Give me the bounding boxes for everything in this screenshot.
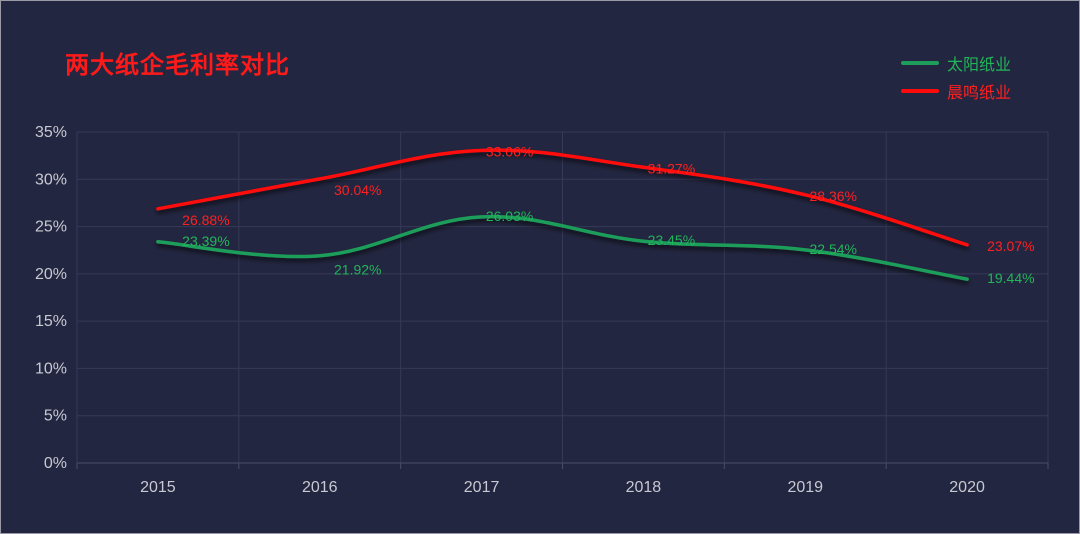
- data-label: 26.88%: [182, 212, 229, 228]
- series-line-1: [156, 148, 969, 247]
- y-tick-label: 35%: [35, 124, 67, 141]
- data-label: 33.06%: [486, 143, 533, 159]
- legend-item-taiyang[interactable]: 太阳纸业: [901, 49, 1011, 77]
- data-label: 23.39%: [182, 233, 229, 249]
- data-label: 23.45%: [648, 232, 695, 248]
- x-tick-label: 2016: [302, 479, 338, 496]
- legend-item-chenming[interactable]: 晨鸣纸业: [901, 77, 1011, 105]
- y-tick-label: 5%: [44, 408, 67, 425]
- legend-swatch-chenming: [901, 89, 939, 93]
- x-tick-label: 2017: [464, 479, 500, 496]
- y-tick-label: 20%: [35, 266, 67, 283]
- y-tick-label: 30%: [35, 171, 67, 188]
- data-label: 19.44%: [987, 270, 1034, 286]
- x-tick-label: 2019: [787, 479, 823, 496]
- data-label: 23.07%: [987, 238, 1034, 254]
- data-label: 28.36%: [810, 188, 857, 204]
- data-label: 21.92%: [334, 262, 381, 278]
- data-label: 22.54%: [810, 241, 857, 257]
- y-tick-label: 0%: [44, 455, 67, 472]
- series-line-0: [156, 214, 969, 281]
- x-tick-label: 2018: [626, 479, 662, 496]
- legend-label-taiyang: 太阳纸业: [947, 55, 1012, 74]
- chart-legend: 太阳纸业 晨鸣纸业: [901, 49, 1011, 105]
- y-tick-label: 25%: [35, 219, 67, 236]
- y-tick-label: 10%: [35, 360, 67, 377]
- y-tick-label: 15%: [35, 313, 67, 330]
- legend-swatch-taiyang: [901, 61, 939, 65]
- data-label: 30.04%: [334, 182, 381, 198]
- data-label: 26.03%: [486, 208, 533, 224]
- chart-title: 两大纸企毛利率对比: [65, 51, 290, 79]
- data-label: 31.27%: [648, 160, 695, 176]
- x-tick-label: 2015: [140, 479, 176, 496]
- x-tick-label: 2020: [949, 479, 985, 496]
- legend-label-chenming: 晨鸣纸业: [947, 83, 1012, 102]
